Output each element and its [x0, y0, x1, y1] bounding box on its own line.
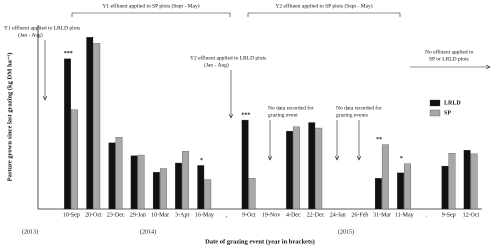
- year-label: (2013): [22, 228, 38, 235]
- bar: [374, 178, 382, 210]
- bar: [71, 109, 78, 210]
- bar: [404, 163, 411, 210]
- x-tick-label: 22-Dec: [307, 212, 325, 218]
- x-axis-title: Date of grazing event (year in brackets): [205, 238, 315, 245]
- x-tick-label: 3-Apr: [175, 212, 189, 218]
- bar: [64, 58, 71, 210]
- bar: [286, 130, 293, 210]
- legend-swatch: [429, 99, 441, 107]
- bar: [175, 162, 182, 210]
- bar: [204, 179, 212, 210]
- x-tick-label: ,: [226, 212, 228, 218]
- annotation: No data recorded for: [268, 104, 314, 111]
- x-tick-label: 31-Mar: [373, 212, 391, 218]
- significance-marker: ***: [241, 112, 250, 118]
- x-tick-label: 16-May: [195, 212, 214, 218]
- annotation: SP or LRLD plots: [429, 56, 469, 62]
- bar: [441, 165, 449, 210]
- x-tick-label: 19-Nov: [262, 212, 280, 218]
- x-tick-label: 9-Sep: [442, 212, 456, 218]
- x-tick-label: 10-Mar: [151, 212, 169, 218]
- arrow: [334, 120, 362, 161]
- x-tick-label: 4-Dec: [286, 212, 301, 218]
- annotation: Y1 effluent applied to SP plots (Sept - …: [102, 2, 199, 9]
- annotation: Y1 effluent applied to LRLD plots: [4, 24, 80, 31]
- bar: [315, 127, 323, 210]
- legend-label: LRLD: [444, 100, 461, 106]
- annotation: No data recorded for: [336, 104, 382, 111]
- annotation: Y2 effluent applied to LRLD plots: [190, 54, 266, 61]
- bar: [197, 165, 205, 210]
- bar: [248, 178, 256, 210]
- bar: [381, 144, 389, 210]
- arrow: [42, 40, 48, 101]
- year-label: (2014): [140, 228, 156, 235]
- bar: [397, 172, 404, 210]
- bar: [152, 172, 160, 210]
- significance-marker: *: [200, 158, 203, 164]
- significance-marker: ***: [64, 51, 73, 57]
- legend-swatch: [429, 109, 441, 117]
- arrow: [410, 64, 491, 70]
- annotation: grazing event: [268, 112, 298, 118]
- legend-label: SP: [444, 110, 451, 116]
- annotation: grazing events: [336, 112, 368, 118]
- bar: [130, 155, 138, 210]
- bar: [86, 37, 94, 210]
- bar: [448, 153, 456, 210]
- significance-marker: *: [400, 156, 403, 162]
- bar: [115, 137, 123, 210]
- x-tick-label: 20-Oct: [85, 212, 102, 218]
- annotation: No effluent applied to: [425, 48, 474, 55]
- annotation: (Jan - Aug): [204, 61, 229, 68]
- x-tick-label: 10-Sep: [63, 212, 80, 218]
- annotation: Y2 effluent applied to SP plots (Sept - …: [275, 2, 372, 9]
- bar: [159, 168, 167, 210]
- bar: [308, 122, 316, 210]
- x-tick-label: 23-Dec: [107, 212, 125, 218]
- x-tick-label: 29-Jan: [130, 212, 146, 218]
- bar: [93, 43, 101, 210]
- bar: [182, 151, 189, 210]
- annotation: (Jan - Aug): [18, 31, 43, 38]
- y-axis-title: Pasture grown since last grazing (kg DM …: [6, 53, 13, 182]
- bracket: [247, 12, 401, 17]
- significance-marker: **: [376, 137, 382, 143]
- year-label: (2015): [338, 228, 354, 235]
- x-tick-label: 9-Oct: [242, 212, 256, 218]
- x-tick-label: 26-Feb: [351, 212, 368, 218]
- bar: [108, 142, 116, 210]
- bar: [470, 153, 478, 210]
- bar: [137, 154, 145, 210]
- bar: [293, 126, 300, 210]
- arrow: [228, 70, 234, 119]
- x-tick-label: .: [426, 212, 428, 218]
- arrow: [267, 120, 273, 161]
- bracket: [71, 12, 231, 17]
- bar: [463, 149, 471, 210]
- bar: [241, 119, 249, 210]
- x-tick-label: 24-Jan: [330, 212, 346, 218]
- x-tick-label: 11-May: [395, 212, 414, 218]
- x-tick-label: 12-Oct: [463, 212, 480, 218]
